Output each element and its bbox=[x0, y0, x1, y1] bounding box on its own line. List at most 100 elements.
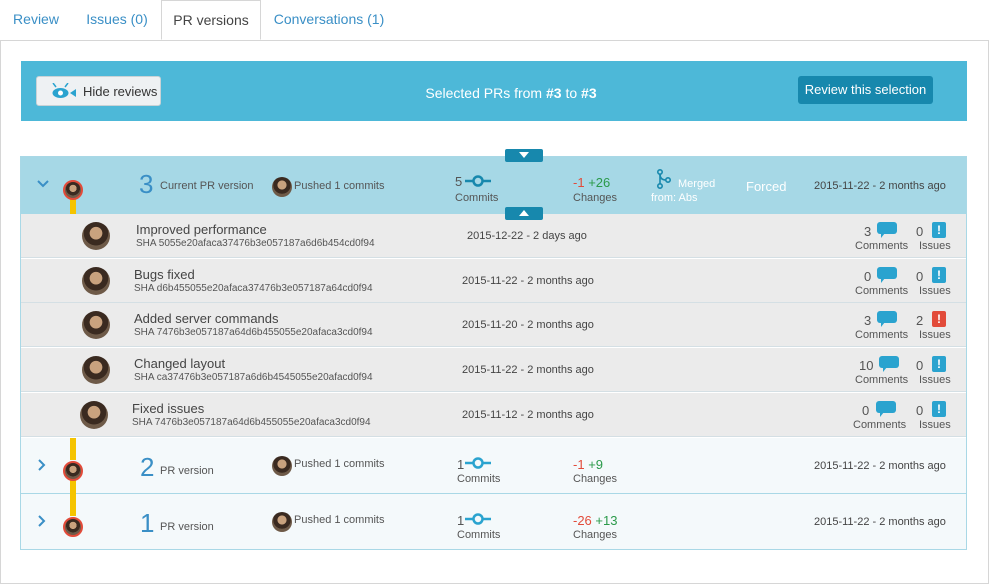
hide-reviews-button[interactable]: Hide reviews bbox=[36, 76, 161, 106]
forced-label: Forced bbox=[746, 179, 787, 194]
merged-label: Merged bbox=[678, 178, 716, 190]
tab-conversations[interactable]: Conversations (1) bbox=[273, 11, 385, 27]
comments-label: Comments bbox=[855, 329, 909, 341]
timeline-segment bbox=[70, 197, 76, 214]
lines-removed: -1 bbox=[573, 175, 585, 190]
chevron-right-icon[interactable] bbox=[37, 459, 47, 474]
changes-values: -26 +13 bbox=[573, 513, 617, 528]
tab-bar: Review Issues (0) PR versions Conversati… bbox=[0, 0, 989, 41]
issues-count: 2 bbox=[916, 313, 924, 328]
tab-issues[interactable]: Issues (0) bbox=[86, 11, 148, 27]
hide-reviews-label: Hide reviews bbox=[83, 84, 158, 99]
timeline-segment bbox=[70, 494, 76, 516]
lines-removed: -26 bbox=[573, 513, 592, 528]
issues-label: Issues bbox=[919, 419, 951, 431]
comments-count: 3 bbox=[864, 224, 872, 239]
selection-from: #3 bbox=[545, 85, 562, 101]
changes-label: Changes bbox=[573, 473, 618, 485]
commit-title: Added server commands bbox=[134, 311, 279, 326]
issues-count: 0 bbox=[916, 269, 924, 284]
tab-pr-versions[interactable]: PR versions bbox=[161, 0, 261, 40]
comments-label: Comments bbox=[855, 285, 909, 297]
version-label: PR version bbox=[160, 521, 214, 533]
author-avatar bbox=[63, 461, 83, 481]
range-start-handle[interactable] bbox=[505, 207, 543, 220]
author-avatar bbox=[63, 517, 83, 537]
version-number: 2 bbox=[140, 452, 155, 482]
issue-icon[interactable]: ! bbox=[932, 222, 946, 238]
changes-values: -1 +26 bbox=[573, 175, 610, 190]
caret-up-icon bbox=[519, 210, 529, 216]
commit-sha: SHA ca37476b3e057187a6d6b4545055e20afacd… bbox=[134, 372, 373, 383]
issues-label: Issues bbox=[919, 374, 951, 386]
version-label: PR version bbox=[160, 465, 214, 477]
commit-title: Bugs fixed bbox=[134, 267, 195, 282]
commit-date: 2015-11-20 - 2 months ago bbox=[462, 319, 594, 331]
commits-count: 1 bbox=[457, 513, 465, 528]
merge-icon bbox=[657, 169, 671, 189]
comments-label: Comments bbox=[855, 374, 909, 386]
tab-review[interactable]: Review bbox=[13, 11, 59, 27]
changes-label: Changes bbox=[573, 529, 618, 541]
issue-icon[interactable]: ! bbox=[932, 401, 946, 417]
commit-author-avatar bbox=[82, 267, 110, 295]
selection-to-word: to bbox=[565, 85, 578, 101]
issue-alert-icon[interactable]: ! bbox=[932, 311, 946, 327]
range-end-handle[interactable] bbox=[505, 149, 543, 162]
comment-icon[interactable] bbox=[877, 267, 897, 283]
commit-row[interactable]: Improved performance SHA 5055e20afaca374… bbox=[21, 214, 966, 258]
pr-version-row[interactable]: 2 PR version Pushed 1 commits 1 Commits … bbox=[21, 438, 966, 494]
version-date: 2015-11-22 - 2 months ago bbox=[814, 460, 946, 472]
issues-count: 0 bbox=[916, 358, 924, 373]
version-label: Current PR version bbox=[160, 180, 254, 192]
version-date: 2015-11-22 - 2 months ago bbox=[814, 516, 946, 528]
commit-author-avatar bbox=[80, 401, 108, 429]
version-date: 2015-11-22 - 2 months ago bbox=[814, 180, 946, 192]
commit-row[interactable]: Added server commands SHA 7476b3e057187a… bbox=[21, 303, 966, 347]
commit-icon bbox=[465, 513, 491, 525]
version-number: 3 bbox=[139, 169, 154, 199]
issues-label: Issues bbox=[919, 285, 951, 297]
commit-row[interactable]: Bugs fixed SHA d6b455055e20afaca37476b3e… bbox=[21, 259, 966, 303]
comments-count: 3 bbox=[864, 313, 872, 328]
commit-row[interactable]: Fixed issues SHA 7476b3e057187a64d6b4550… bbox=[21, 393, 966, 437]
comment-icon[interactable] bbox=[877, 222, 897, 238]
commits-label: Commits bbox=[455, 192, 499, 204]
comment-icon[interactable] bbox=[877, 311, 897, 327]
lines-added: +13 bbox=[595, 513, 618, 528]
review-selection-button[interactable]: Review this selection bbox=[798, 76, 933, 104]
merged-from: from: Abs bbox=[651, 192, 698, 204]
commit-title: Changed layout bbox=[134, 356, 226, 371]
commit-date: 2015-12-22 - 2 days ago bbox=[467, 230, 587, 242]
commits-count: 5 bbox=[455, 174, 463, 189]
pushed-text: Pushed 1 commits bbox=[294, 514, 385, 526]
issues-label: Issues bbox=[919, 329, 951, 341]
commit-row[interactable]: Changed layout SHA ca37476b3e057187a6d6b… bbox=[21, 348, 966, 392]
pr-version-list: 3 Current PR version Pushed 1 commits 5 … bbox=[20, 156, 967, 550]
pr-version-row[interactable]: 1 PR version Pushed 1 commits 1 Commits … bbox=[21, 494, 966, 550]
commit-author-avatar bbox=[82, 356, 110, 384]
selection-banner: Hide reviews Selected PRs from #3 to #3 … bbox=[21, 61, 967, 121]
commit-date: 2015-11-22 - 2 months ago bbox=[462, 364, 594, 376]
issue-icon[interactable]: ! bbox=[932, 356, 946, 372]
changes-label: Changes bbox=[573, 192, 618, 204]
selection-prefix: Selected PRs from bbox=[425, 85, 543, 101]
issue-icon[interactable]: ! bbox=[932, 267, 946, 283]
commit-icon bbox=[465, 175, 491, 187]
commit-author-avatar bbox=[82, 222, 110, 250]
comment-icon[interactable] bbox=[876, 401, 896, 417]
selection-text: Selected PRs from #3 to #3 bbox=[321, 85, 701, 101]
selection-to: #3 bbox=[581, 85, 597, 101]
commit-date: 2015-11-22 - 2 months ago bbox=[462, 275, 594, 287]
commit-sha: SHA d6b455055e20afaca37476b3e057187a64cd… bbox=[134, 283, 373, 294]
commit-title: Improved performance bbox=[136, 222, 267, 237]
chevron-down-icon[interactable] bbox=[37, 177, 49, 192]
commit-icon bbox=[465, 457, 491, 469]
current-version-row[interactable]: 3 Current PR version Pushed 1 commits 5 … bbox=[21, 157, 966, 214]
commits-count: 1 bbox=[457, 457, 465, 472]
pusher-avatar bbox=[272, 456, 292, 476]
chevron-right-icon[interactable] bbox=[37, 515, 47, 530]
commit-sha: SHA 7476b3e057187a64d6b455055e20afaca3cd… bbox=[134, 327, 373, 338]
comment-icon[interactable] bbox=[879, 356, 899, 372]
commits-label: Commits bbox=[457, 473, 501, 485]
